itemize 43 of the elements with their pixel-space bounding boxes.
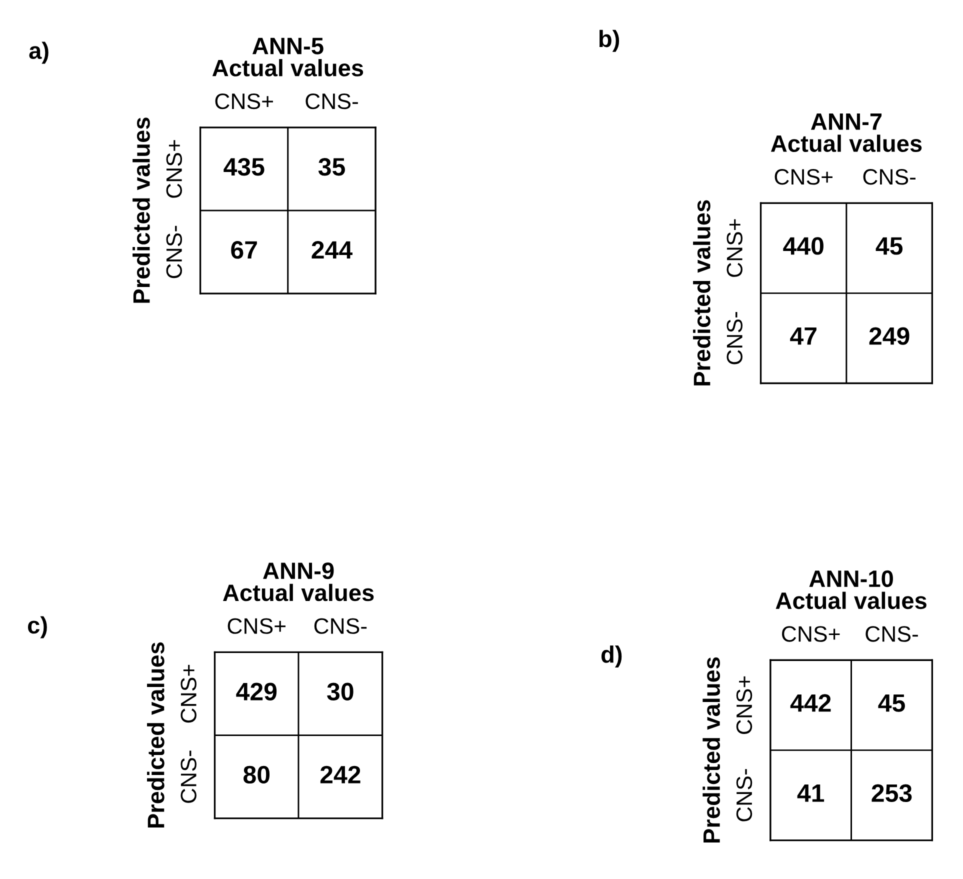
x-tick-label: CNS- <box>866 626 918 642</box>
x-axis-title: Actual values <box>223 584 374 602</box>
y-tick-label: CNS- <box>180 750 196 803</box>
data-label: 244 <box>312 241 352 259</box>
x-tick-label: CNS+ <box>782 626 840 642</box>
data-label: 429 <box>236 682 277 700</box>
data-label: 242 <box>320 766 360 784</box>
data-label: 47 <box>790 327 816 345</box>
y-axis-title: Predicted values <box>693 200 710 386</box>
data-label: 41 <box>797 784 824 802</box>
y-tick-label: CNS- <box>736 769 752 822</box>
y-tick-label: CNS+ <box>726 219 742 277</box>
data-label: 249 <box>869 327 910 345</box>
y-tick-label: CNS- <box>166 226 182 278</box>
text: d) <box>601 646 622 668</box>
chart-title: ANN-5 <box>252 38 324 54</box>
x-axis-title: Actual values <box>770 134 922 152</box>
data-label: 45 <box>876 237 903 255</box>
y-tick-label: CNS+ <box>736 676 752 734</box>
text: a) <box>29 42 48 64</box>
data-label: 35 <box>318 158 345 176</box>
y-axis-title: Predicted values <box>132 118 150 303</box>
data-label: 442 <box>790 694 831 712</box>
x-axis-title: Actual values <box>212 59 364 76</box>
data-label: 440 <box>783 237 824 255</box>
y-tick-label: CNS+ <box>180 664 196 723</box>
x-axis-title: Actual values <box>776 592 926 610</box>
data-label: 80 <box>244 766 270 784</box>
text: b) <box>599 30 620 52</box>
y-axis-title: Predicted values <box>147 642 164 828</box>
chart-title: ANN-10 <box>809 570 893 588</box>
y-axis-title: Predicted values <box>702 657 720 842</box>
chart-title: ANN-7 <box>810 114 882 130</box>
y-tick-label: CNS- <box>726 312 742 364</box>
x-tick-label: CNS- <box>314 618 367 634</box>
x-tick-label: CNS+ <box>228 618 286 634</box>
data-label: 253 <box>872 784 912 802</box>
data-label: 67 <box>231 241 257 259</box>
data-label: 435 <box>224 158 264 176</box>
data-label: 30 <box>327 682 354 700</box>
chart-title: ANN-9 <box>263 562 334 580</box>
data-label: 45 <box>878 694 905 712</box>
text: c) <box>28 616 47 638</box>
